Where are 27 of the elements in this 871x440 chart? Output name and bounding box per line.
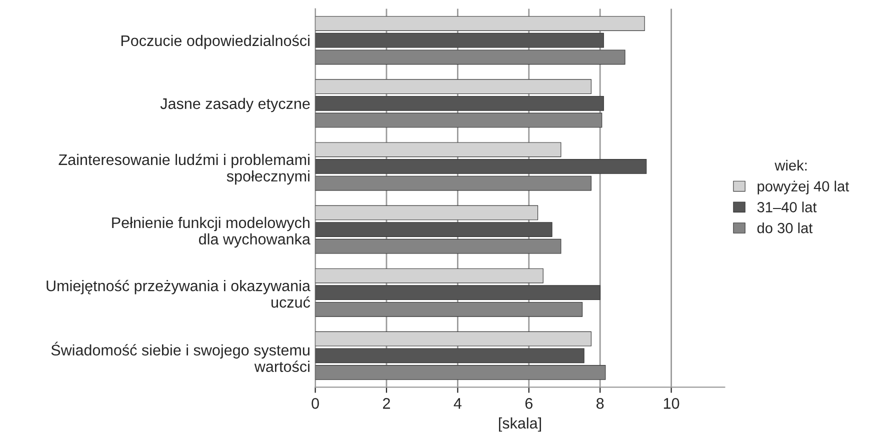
bar: [315, 222, 552, 237]
y-tick-label: Świadomość siebie i swojego systemu wartości: [51, 342, 310, 372]
bar: [315, 365, 606, 380]
bar: [315, 16, 645, 31]
legend-label: do 30 lat: [757, 222, 813, 234]
bar: [315, 142, 562, 158]
bar: [315, 159, 647, 174]
legend-label: 31–40 lat: [757, 202, 817, 212]
y-tick-label: Pełnienie funkcji modelowych dla wychowanka: [112, 216, 310, 248]
x-tick-label: 2: [383, 398, 390, 409]
x-tick-label: 6: [525, 398, 532, 409]
y-tick-label: Poczucie odpowiedzialności: [121, 34, 310, 50]
bar: [315, 79, 592, 94]
legend-title: wiek:: [774, 160, 807, 171]
bar: [315, 302, 583, 317]
bar: [315, 238, 562, 254]
x-tick-label: 0: [312, 398, 319, 409]
y-tick-label: Jasne zasady etyczne: [160, 98, 310, 112]
x-tick-label: 4: [454, 398, 462, 409]
legend-label: powyżej 40 lat: [758, 180, 850, 194]
y-tick-label: Zainteresowanie ludźmi i problemami społecznymi: [58, 154, 310, 185]
x-tick-label: 8: [596, 398, 604, 409]
x-tick-label: 10: [664, 398, 680, 409]
x-axis-title: [skala]: [499, 417, 541, 432]
y-tick-label: Umiejętność przeżywania i okazywania uczuć: [46, 280, 310, 308]
bar: [315, 176, 592, 191]
bar: [315, 205, 538, 220]
